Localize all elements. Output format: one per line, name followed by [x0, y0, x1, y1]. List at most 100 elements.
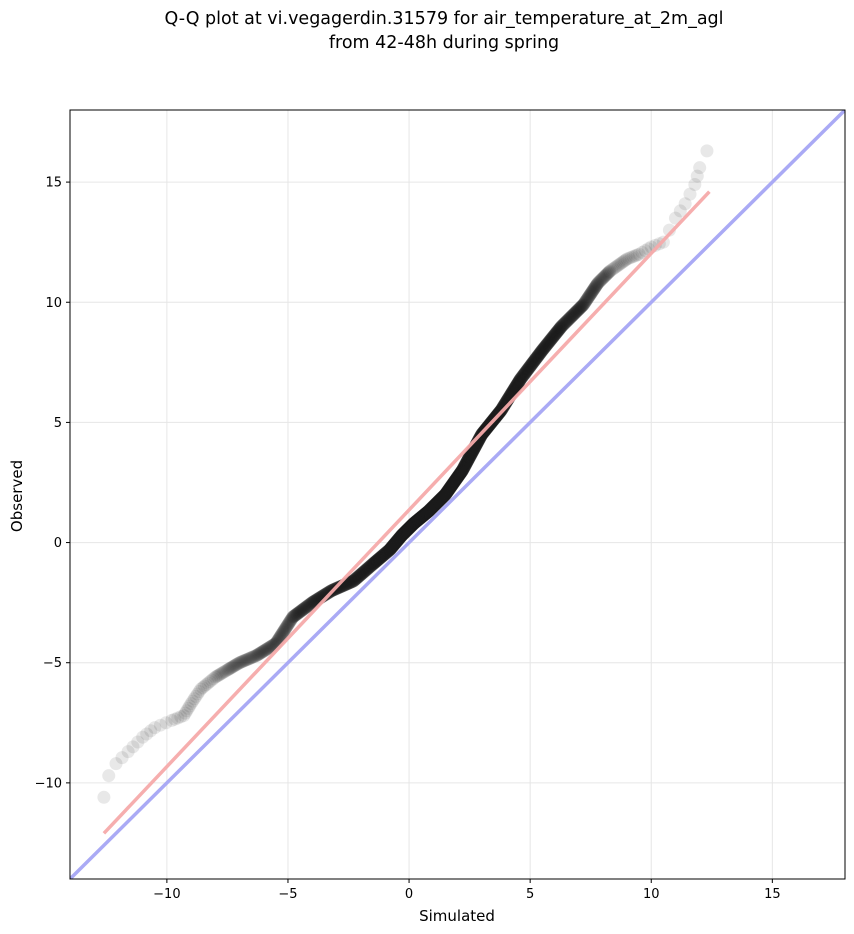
qq-point	[353, 568, 367, 582]
qq-point	[423, 503, 437, 517]
qq-point	[398, 525, 412, 539]
qq-point	[396, 527, 410, 541]
qq-point	[532, 348, 546, 362]
qq-point	[518, 366, 532, 380]
qq-point	[368, 555, 382, 569]
qq-point	[537, 341, 551, 355]
qq-point	[542, 335, 556, 349]
qq-point	[384, 541, 398, 555]
qq-point	[465, 446, 479, 460]
qq-point	[548, 327, 562, 341]
qq-point	[440, 485, 454, 499]
qq-point	[464, 448, 478, 462]
qq-point	[385, 540, 399, 554]
qq-point	[463, 449, 477, 463]
qq-point	[416, 509, 430, 523]
qq-point	[522, 361, 536, 375]
qq-point	[411, 513, 425, 527]
qq-point	[560, 314, 574, 328]
qq-point	[444, 480, 458, 494]
qq-point	[420, 506, 434, 520]
qq-point	[575, 300, 589, 314]
qq-point	[361, 561, 375, 575]
qq-point	[433, 493, 447, 507]
qq-point	[510, 378, 524, 392]
qq-point	[552, 323, 566, 337]
qq-point	[510, 377, 524, 391]
qq-point	[181, 701, 195, 715]
qq-point	[374, 550, 388, 564]
qq-point	[418, 507, 432, 521]
qq-point	[416, 509, 430, 523]
qq-point	[423, 503, 437, 517]
qq-point	[260, 642, 274, 656]
qq-point	[440, 486, 454, 500]
qq-point	[461, 453, 475, 467]
qq-point	[446, 477, 460, 491]
qq-point	[406, 518, 420, 532]
qq-point	[353, 569, 367, 583]
qq-point	[291, 606, 305, 620]
qq-point	[196, 681, 210, 695]
qq-point	[376, 549, 390, 563]
qq-point	[416, 509, 430, 523]
qq-point	[333, 580, 347, 594]
qq-point	[420, 505, 434, 519]
qq-point	[520, 363, 534, 377]
qq-point	[512, 375, 526, 389]
qq-point	[514, 372, 528, 386]
qq-point	[532, 348, 546, 362]
qq-point	[355, 567, 369, 581]
qq-point	[354, 567, 368, 581]
qq-point	[350, 571, 364, 585]
qq-point	[397, 526, 411, 540]
qq-point	[534, 345, 548, 359]
qq-point	[226, 660, 240, 674]
qq-point	[284, 613, 298, 627]
qq-point	[461, 452, 475, 466]
qq-point	[445, 478, 459, 492]
qq-point	[423, 502, 437, 516]
qq-point	[297, 601, 311, 615]
qq-point	[570, 304, 584, 318]
qq-point	[441, 484, 455, 498]
qq-point	[442, 483, 456, 497]
qq-point	[460, 454, 474, 468]
qq-point	[536, 343, 550, 357]
qq-point	[415, 509, 429, 523]
qq-point	[586, 284, 600, 298]
qq-point	[449, 473, 463, 487]
qq-point	[381, 544, 395, 558]
qq-point	[594, 273, 608, 287]
qq-point	[380, 545, 394, 559]
qq-point	[389, 535, 403, 549]
qq-point	[408, 516, 422, 530]
qq-point	[409, 514, 423, 528]
qq-point	[423, 503, 437, 517]
qq-point	[229, 658, 243, 672]
qq-point	[358, 564, 372, 578]
qq-point	[427, 499, 441, 513]
qq-point	[537, 341, 551, 355]
qq-point	[426, 499, 440, 513]
qq-point	[395, 528, 409, 542]
qq-point	[370, 553, 384, 567]
qq-point	[445, 477, 459, 491]
qq-point	[548, 327, 562, 341]
qq-point	[390, 535, 404, 549]
qq-point	[577, 297, 591, 311]
qq-point	[585, 285, 599, 299]
qq-point	[540, 338, 554, 352]
qq-point	[352, 569, 366, 583]
qq-point	[386, 538, 400, 552]
qq-point	[457, 460, 471, 474]
qq-point	[439, 486, 453, 500]
qq-point	[409, 515, 423, 529]
qq-point	[233, 655, 247, 669]
qq-point	[512, 374, 526, 388]
qq-point	[406, 517, 420, 531]
qq-point	[454, 466, 468, 480]
qq-point	[462, 450, 476, 464]
qq-point	[412, 512, 426, 526]
qq-point	[587, 281, 601, 295]
